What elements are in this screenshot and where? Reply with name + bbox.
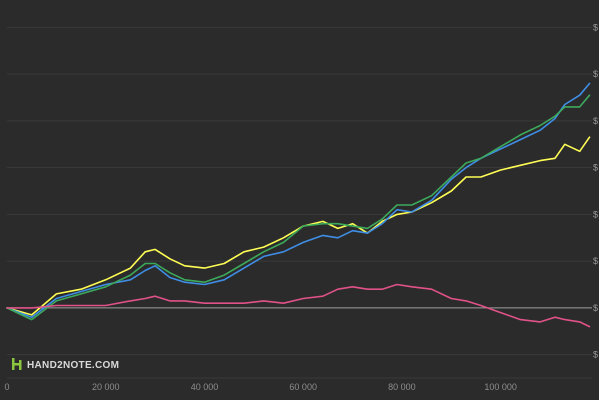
series-line-4 <box>6 283 591 328</box>
logo-text: HAND2NOTE.COM <box>27 360 119 371</box>
y-tick-label: $ <box>593 256 598 266</box>
series-line-3 <box>6 94 591 321</box>
x-axis-ticks: 0 20 000 40 000 60 000 80 000 100 000 <box>4 382 516 392</box>
y-tick-label: $ <box>593 303 598 313</box>
x-tick-label: 40 000 <box>191 382 219 392</box>
x-tick-label: 0 <box>4 382 9 392</box>
y-tick-label: $ <box>593 116 598 126</box>
y-axis-ticks: $ $ $ $ $ $ $ $ <box>593 22 598 359</box>
series-lines <box>6 82 591 328</box>
hand2note-logo: HAND2NOTE.COM <box>12 358 119 371</box>
y-tick-label: $ <box>593 350 598 360</box>
logo-icon-right <box>19 360 22 370</box>
y-tick-label: $ <box>593 69 598 79</box>
x-tick-label: 20 000 <box>92 382 120 392</box>
y-tick-label: $ <box>593 209 598 219</box>
x-tick-label: 60 000 <box>289 382 317 392</box>
x-tick-label: 100 000 <box>484 382 517 392</box>
series-line-1 <box>6 136 591 316</box>
y-tick-label: $ <box>593 22 598 32</box>
logo-icon-bar <box>12 363 21 366</box>
y-tick-label: $ <box>593 163 598 173</box>
x-tick-label: 80 000 <box>388 382 416 392</box>
series-line-2 <box>6 82 591 318</box>
gridlines <box>7 26 592 379</box>
